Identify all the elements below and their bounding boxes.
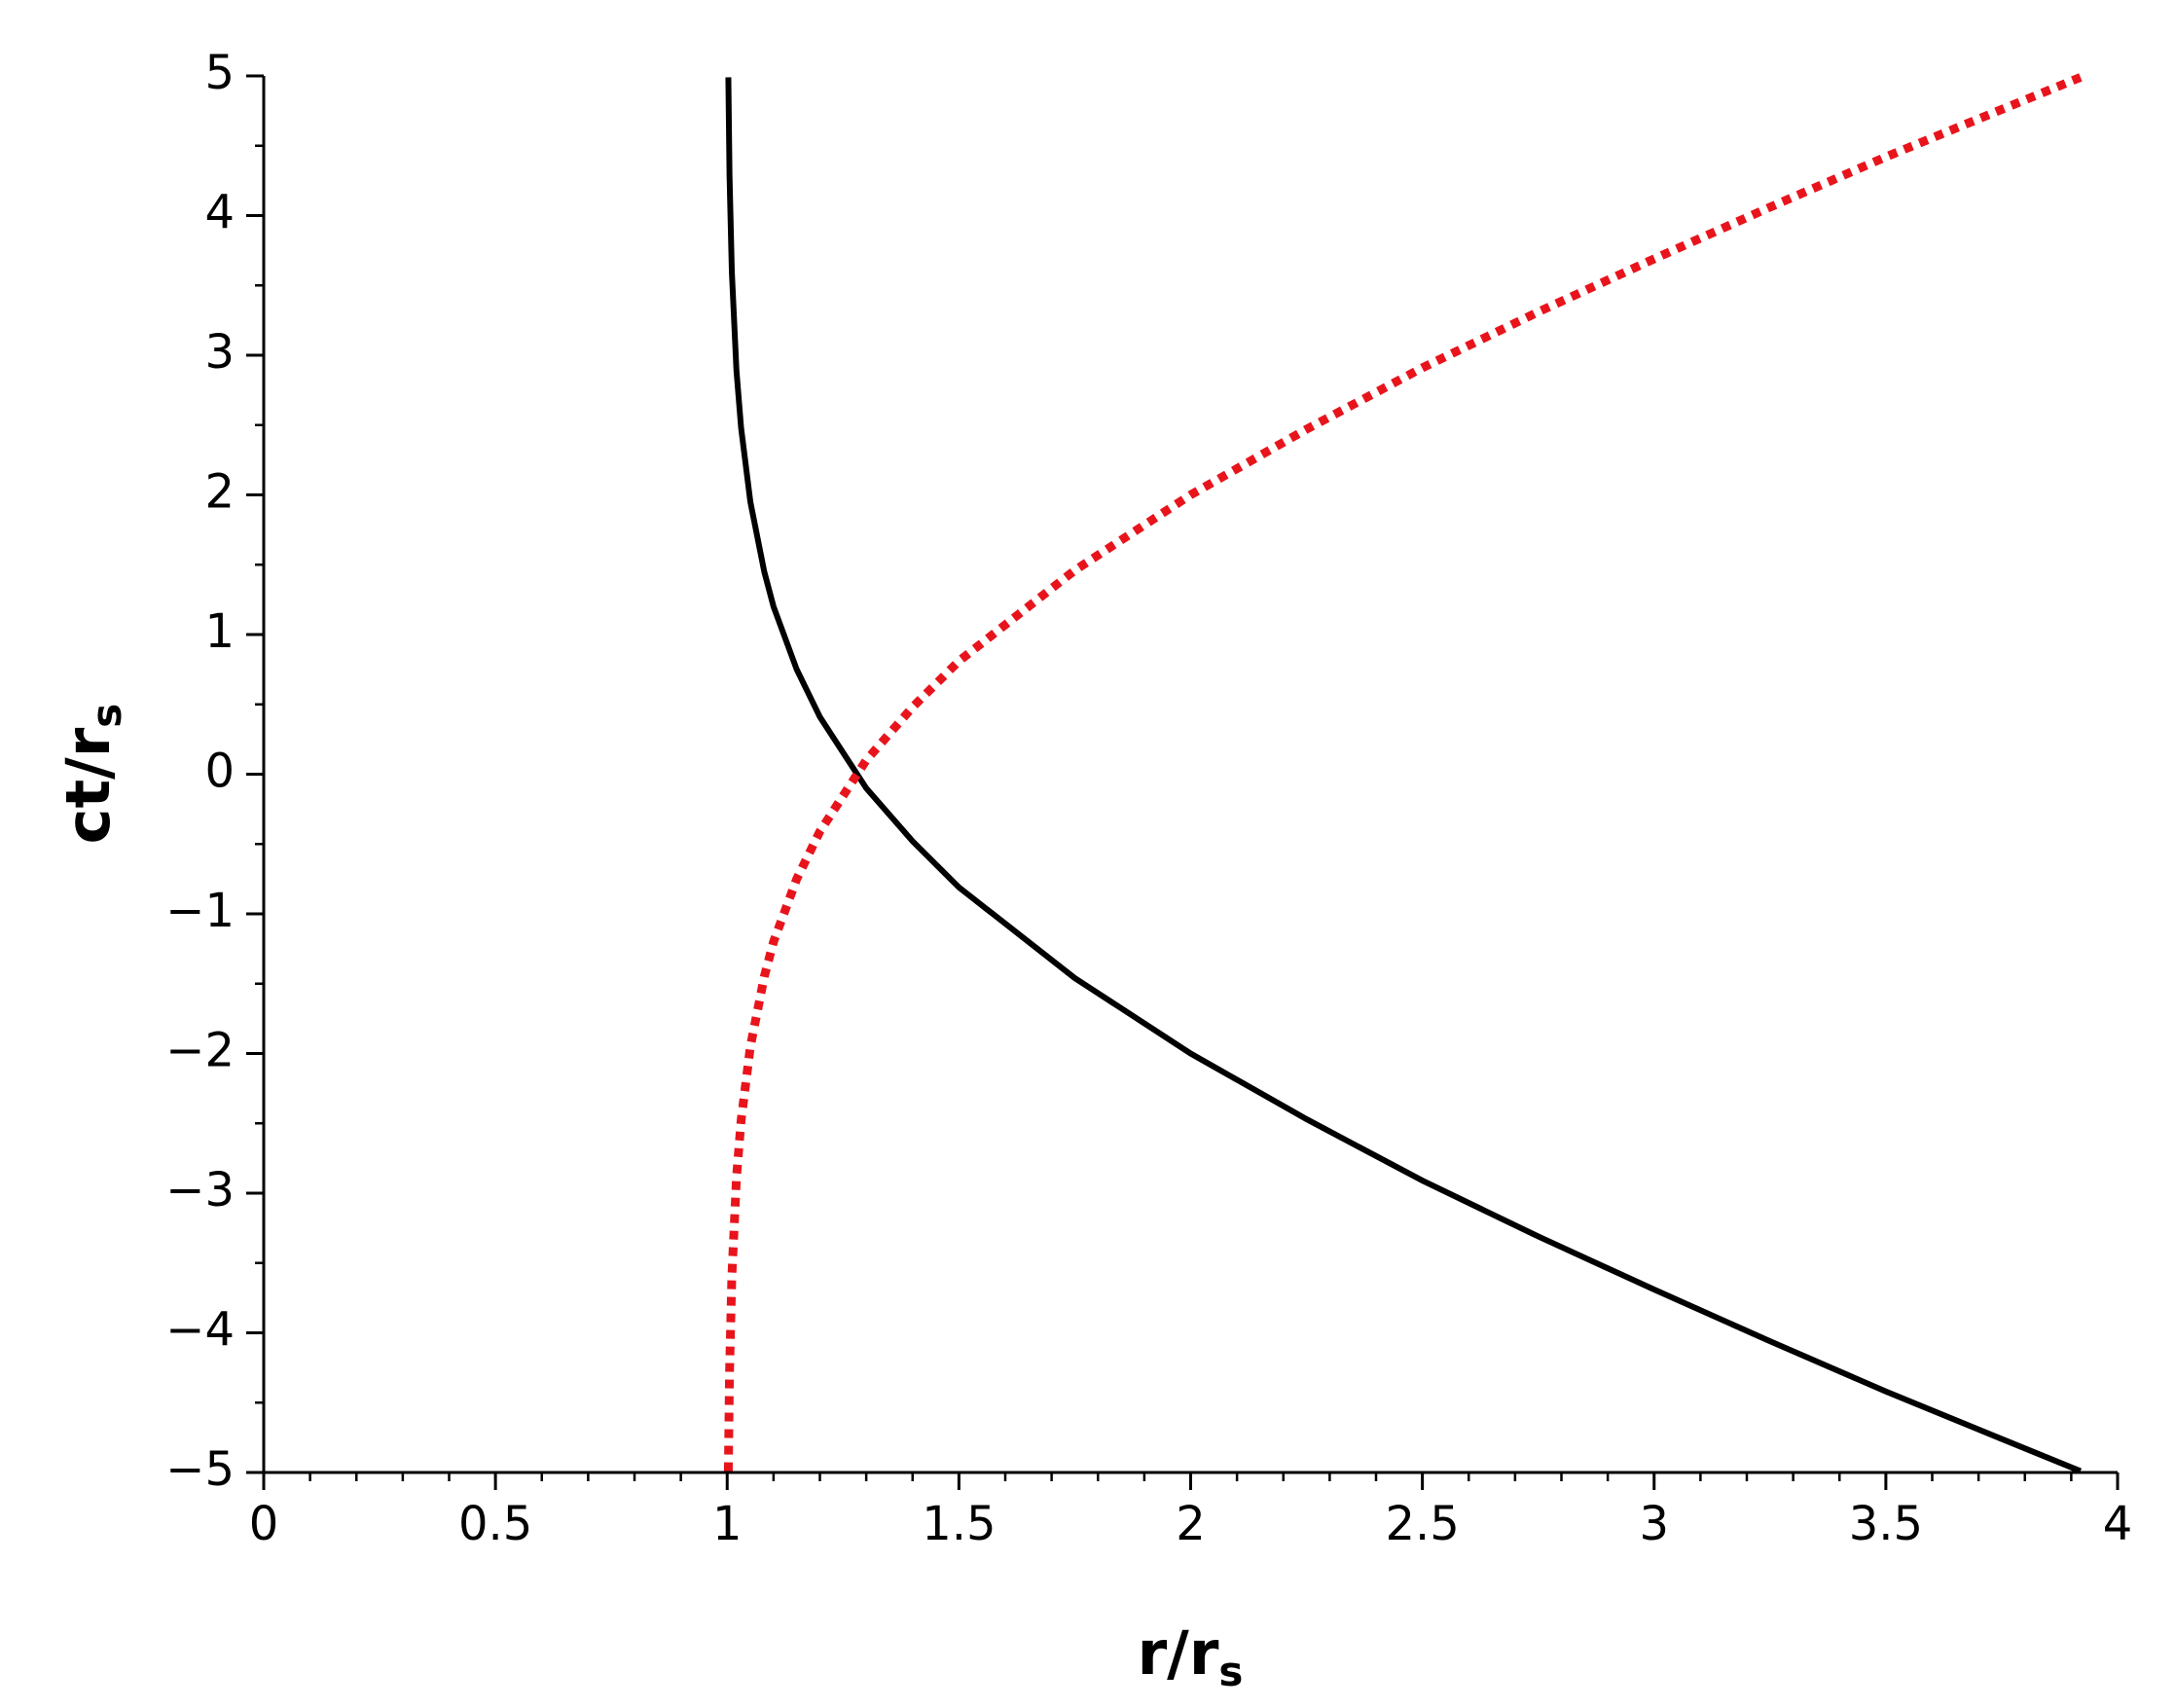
x-tick-label: 4: [2103, 1497, 2133, 1551]
x-tick-label: 3: [1639, 1497, 1669, 1551]
x-axis-label: r/rs: [1138, 1617, 1244, 1695]
y-tick-label: −3: [165, 1163, 235, 1217]
x-axis-label-main: r/r: [1138, 1617, 1219, 1689]
x-axis-label-sub: s: [1218, 1648, 1243, 1695]
series-line: [723, 73, 2083, 1472]
y-tick-label: −2: [165, 1024, 235, 1078]
x-tick-label: 3.5: [1849, 1497, 1923, 1551]
series-line: [725, 77, 2083, 1474]
y-tick-label: 1: [204, 604, 235, 659]
y-tick-label: 0: [204, 745, 235, 799]
x-tick-label: 1.5: [922, 1497, 996, 1551]
y-tick-label: 4: [204, 186, 235, 240]
y-tick-label: −1: [165, 884, 235, 938]
x-tick-label: 2.5: [1385, 1497, 1459, 1551]
x-tick-label: 2: [1176, 1497, 1206, 1551]
y-tick-label: 5: [204, 46, 235, 100]
y-tick-label: 2: [204, 465, 235, 520]
x-tick-label: 0: [249, 1497, 279, 1551]
x-tick-label: 1: [712, 1497, 743, 1551]
y-tick-label: −4: [165, 1303, 235, 1358]
y-axis-label-sub: s: [83, 704, 130, 728]
y-tick-label: −5: [165, 1442, 235, 1497]
y-tick-label: 3: [204, 325, 235, 380]
y-axis-label: ct/rs: [53, 704, 130, 845]
y-axis-label-main: ct/r: [53, 727, 124, 844]
x-tick-label: 0.5: [458, 1497, 532, 1551]
